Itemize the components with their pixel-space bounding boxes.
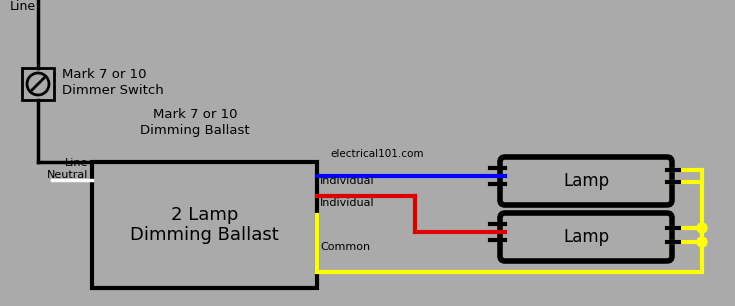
Text: Common: Common (320, 242, 370, 252)
FancyBboxPatch shape (500, 213, 672, 261)
Text: Dimming Ballast: Dimming Ballast (140, 124, 250, 137)
Circle shape (697, 223, 707, 233)
Text: Lamp: Lamp (563, 228, 609, 246)
Circle shape (697, 237, 707, 247)
Text: Dimming Ballast: Dimming Ballast (130, 226, 279, 244)
Text: Neutral: Neutral (46, 170, 88, 180)
Text: Mark 7 or 10: Mark 7 or 10 (62, 68, 146, 81)
Text: Dimmer Switch: Dimmer Switch (62, 84, 164, 97)
Text: Individual: Individual (320, 198, 375, 208)
Bar (22, 68, 54, 100)
Text: Mark 7 or 10: Mark 7 or 10 (153, 108, 237, 121)
Text: 2 Lamp: 2 Lamp (171, 206, 238, 224)
Text: Line: Line (65, 158, 88, 168)
Text: electrical101.com: electrical101.com (330, 149, 423, 159)
Bar (92, 162, 317, 288)
Text: Lamp: Lamp (563, 172, 609, 190)
FancyBboxPatch shape (500, 157, 672, 205)
Text: Line: Line (10, 0, 36, 13)
Text: Individual: Individual (320, 176, 375, 186)
